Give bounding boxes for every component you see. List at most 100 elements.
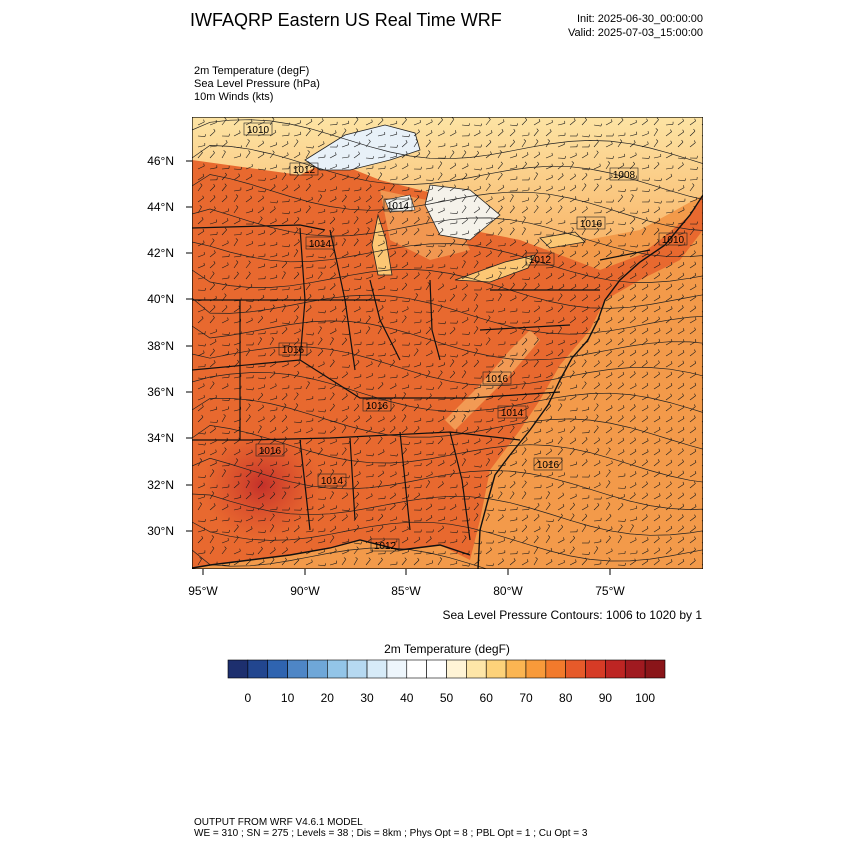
wind-barb <box>533 307 540 313</box>
wind-barb-flag <box>287 152 289 155</box>
wind-barb <box>557 483 564 489</box>
wind-barb <box>317 230 324 236</box>
wind-barb-flag <box>635 482 637 485</box>
wind-barb-flag <box>624 222 626 225</box>
wind-barb <box>353 344 362 346</box>
wind-barb <box>353 218 359 225</box>
wind-barb <box>485 484 493 489</box>
wind-barb <box>605 319 613 324</box>
wind-barb <box>569 386 577 390</box>
wind-barb-flag <box>475 315 479 318</box>
wind-barb <box>437 273 443 280</box>
wind-barb-flag <box>477 150 480 154</box>
wind-barb <box>341 460 347 467</box>
wind-barb <box>497 449 504 456</box>
wind-barb <box>677 274 685 280</box>
wind-barb-flag <box>224 117 227 120</box>
wind-barb-flag <box>371 119 373 123</box>
wind-barb <box>413 196 420 203</box>
wind-barb <box>389 454 397 457</box>
wind-barb <box>509 284 515 291</box>
wind-barb <box>341 494 348 500</box>
wind-barb-flag <box>551 163 553 167</box>
wind-barb-flag <box>204 134 206 137</box>
wind-barb <box>233 460 239 467</box>
wind-barb-flag <box>622 371 625 375</box>
wind-barb-flag <box>334 525 337 529</box>
wind-barb <box>641 307 648 313</box>
wind-barb <box>317 350 324 357</box>
wind-barb <box>521 350 527 357</box>
wind-barb <box>377 146 386 148</box>
wind-barb-flag <box>682 382 685 386</box>
wind-barb <box>509 463 517 467</box>
wind-barb-flag <box>573 360 576 363</box>
wind-barb-flag <box>620 524 623 527</box>
wind-barb <box>509 330 517 335</box>
wind-barb <box>293 421 302 423</box>
wind-barb <box>389 417 396 423</box>
wind-barb <box>497 509 506 511</box>
wind-barb <box>437 333 445 336</box>
wind-barb-flag <box>394 338 396 342</box>
wind-barb-flag <box>599 163 601 167</box>
wind-barb-flag <box>475 326 479 329</box>
model-info-line2: WE = 310 ; SN = 275 ; Levels = 38 ; Dis … <box>194 828 588 839</box>
wind-barb-flag <box>260 480 263 483</box>
wind-barb <box>629 263 636 269</box>
wind-barb-flag <box>631 227 634 230</box>
wind-barb <box>317 273 323 280</box>
wind-barb-flag <box>598 470 601 474</box>
wind-barb-flag <box>417 217 420 220</box>
wind-barb-flag <box>659 438 661 441</box>
wind-barb-flag <box>670 371 673 375</box>
isobar <box>192 268 703 309</box>
wind-barb-flag <box>204 519 206 522</box>
wind-barb <box>401 416 407 423</box>
wind-barb-flag <box>441 436 444 440</box>
wind-barb <box>545 308 553 313</box>
wind-barb <box>209 383 215 390</box>
wind-barb-flag <box>227 537 229 541</box>
wind-barb-flag <box>536 194 539 197</box>
wind-barb-flag <box>693 404 696 407</box>
wind-barb <box>413 140 418 148</box>
wind-barb <box>365 363 373 368</box>
wind-barb-flag <box>466 481 468 485</box>
wind-barb <box>233 220 241 225</box>
wind-barb-flag <box>504 530 506 533</box>
wind-barb <box>617 553 626 555</box>
wind-barb-flag <box>344 128 347 131</box>
wind-barb-flag <box>419 174 421 178</box>
wind-barb <box>245 509 254 512</box>
wind-barb <box>509 207 515 214</box>
wind-barb <box>425 443 434 445</box>
wind-barb <box>533 339 539 346</box>
wind-barb-flag <box>238 173 240 177</box>
wind-barb-flag <box>335 130 337 133</box>
wind-barb-flag <box>681 139 684 143</box>
wind-barb-flag <box>598 327 601 331</box>
wind-barb <box>461 152 467 159</box>
wind-barb-flag <box>428 370 431 373</box>
wind-barb-flag <box>563 317 565 320</box>
isobar <box>192 119 703 164</box>
wind-barb <box>197 406 204 412</box>
wind-barb <box>377 472 384 478</box>
wind-barb <box>305 121 313 126</box>
wind-barb-flag <box>683 207 685 210</box>
wind-barb-flag <box>622 250 625 254</box>
wind-barb <box>533 153 540 159</box>
wind-barb <box>557 175 564 181</box>
wind-barb <box>581 525 587 533</box>
wind-barb <box>581 461 588 467</box>
wind-barb <box>581 439 588 445</box>
wind-barb <box>389 518 397 522</box>
wind-barb <box>437 398 446 401</box>
wind-barb-flag <box>633 415 636 418</box>
wind-barb <box>521 327 526 335</box>
wind-barb <box>449 152 455 159</box>
pressure-label: 1012 <box>370 538 400 552</box>
wind-barb-flag <box>562 492 565 496</box>
wind-barb <box>209 273 215 280</box>
